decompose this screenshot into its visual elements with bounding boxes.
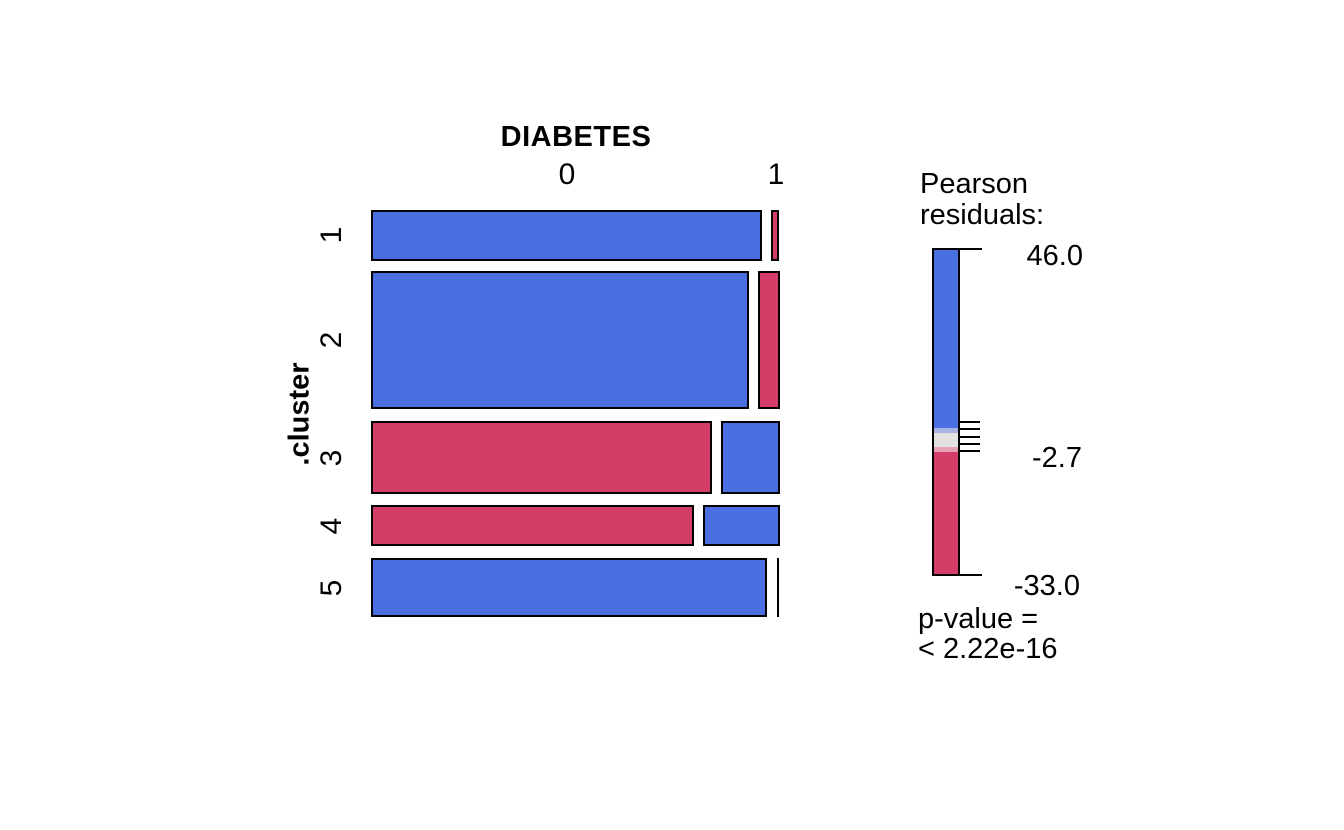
mosaic-tile-cluster4-diabetes0 bbox=[371, 505, 694, 546]
legend-break-value: -2.7 bbox=[1032, 442, 1082, 474]
colorbar-major-tick-0 bbox=[932, 248, 982, 250]
legend-min-value: -33.0 bbox=[1013, 570, 1080, 602]
p-value-line1: p-value = bbox=[918, 603, 1039, 635]
p-value-line2: < 2.22e-16 bbox=[918, 633, 1058, 665]
colorbar-minor-tick-3 bbox=[960, 443, 980, 445]
colorbar-major-tick-1 bbox=[932, 574, 982, 576]
y-axis-level-4: 4 bbox=[315, 517, 348, 535]
colorbar-minor-tick-1 bbox=[960, 428, 980, 430]
mosaic-tile-cluster1-diabetes0 bbox=[371, 210, 762, 261]
mosaic-tile-cluster1-diabetes1 bbox=[771, 210, 779, 261]
colorbar-minor-tick-0 bbox=[960, 421, 980, 423]
colorbar-segment-2 bbox=[934, 433, 958, 447]
mosaic-tile-cluster2-diabetes1 bbox=[758, 271, 780, 409]
colorbar-segment-1 bbox=[934, 428, 958, 433]
colorbar-minor-tick-4 bbox=[960, 450, 980, 452]
mosaic-tile-cluster3-diabetes1 bbox=[721, 421, 780, 494]
y-axis-level-2: 2 bbox=[315, 331, 348, 349]
colorbar-segment-0 bbox=[934, 250, 958, 428]
plot-title: DIABETES bbox=[500, 121, 652, 153]
x-axis-level-0: 0 bbox=[558, 158, 576, 191]
colorbar-segment-4 bbox=[934, 452, 958, 574]
mosaic-tile-cluster3-diabetes0 bbox=[371, 421, 712, 494]
mosaic-tile-cluster5-diabetes1 bbox=[777, 558, 779, 617]
y-axis-title: .cluster bbox=[283, 362, 316, 466]
mosaic-tile-cluster2-diabetes0 bbox=[371, 271, 749, 409]
y-axis-level-1: 1 bbox=[315, 226, 348, 244]
x-axis-level-1: 1 bbox=[767, 158, 785, 191]
legend-max-value: 46.0 bbox=[1026, 240, 1083, 272]
mosaic-tile-cluster4-diabetes1 bbox=[703, 505, 780, 546]
colorbar-minor-tick-2 bbox=[960, 436, 980, 438]
y-axis-level-3: 3 bbox=[315, 449, 348, 467]
colorbar-segment-3 bbox=[934, 447, 958, 452]
legend-title-line1: Pearson bbox=[920, 168, 1029, 200]
mosaic-tile-cluster5-diabetes0 bbox=[371, 558, 767, 617]
legend-title: Pearson residuals: bbox=[920, 169, 1044, 231]
legend-title-line2: residuals: bbox=[920, 199, 1045, 231]
p-value-text: p-value = < 2.22e-16 bbox=[918, 604, 1057, 664]
y-axis-level-5: 5 bbox=[315, 579, 348, 597]
residuals-colorbar bbox=[932, 248, 960, 576]
